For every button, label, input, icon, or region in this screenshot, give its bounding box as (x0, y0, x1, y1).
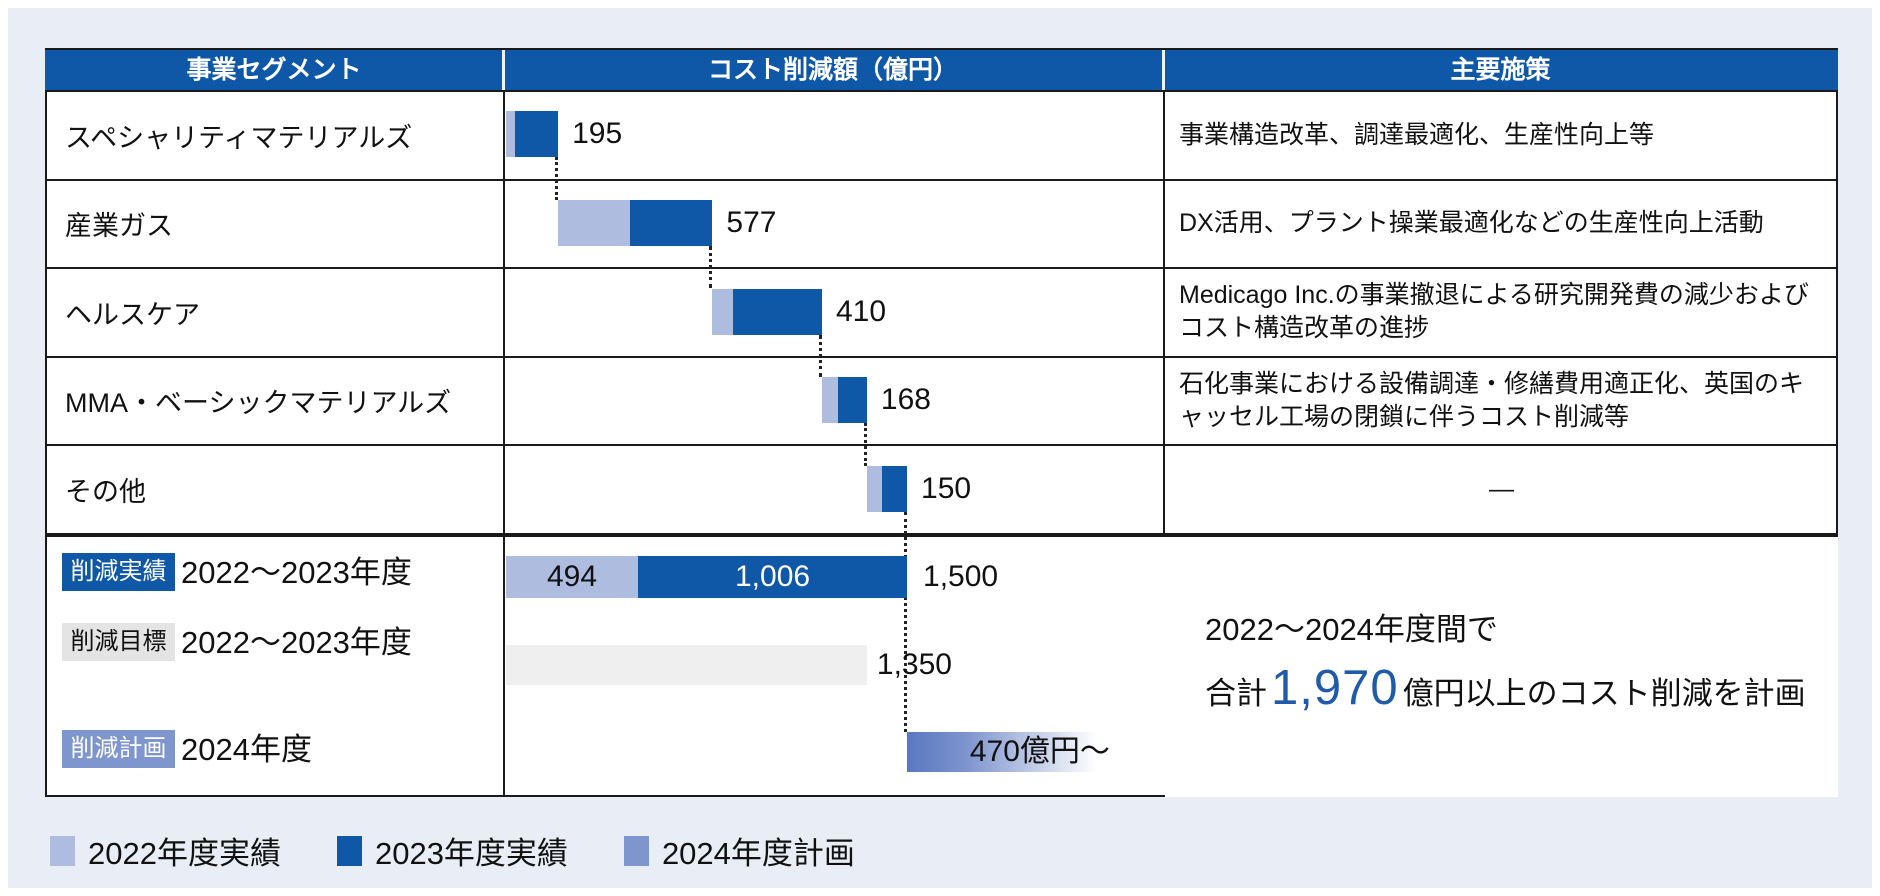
waterfall-connector (819, 334, 822, 378)
policy-text-mma-basic-materials: 石化事業における設備調達・修繕費用適正化、英国のキャッセル工場の閉鎖に伴うコスト… (1179, 369, 1805, 431)
bar-actual-fy2022-value: 494 (547, 560, 598, 593)
policy-text-specialty-materials: 事業構造改革、調達最適化、生産性向上等 (1179, 120, 1655, 149)
period-target: 2022〜2023年度 (181, 625, 412, 660)
legend-label-fy2024: 2024年度計画 (661, 836, 855, 871)
legend-label-fy2023: 2023年度実績 (374, 836, 568, 871)
table-border-right (1836, 48, 1838, 537)
bar-value-label-specialty-materials: 195 (572, 117, 623, 151)
waterfall-connector (904, 511, 908, 732)
bar-actual-fy2023-value: 1,006 (734, 560, 811, 593)
legend-item-fy2023: 2023年度実績 (336, 828, 568, 873)
column-divider-2 (1163, 90, 1165, 537)
row-divider (45, 178, 1838, 181)
bar-value-label-healthcare: 410 (836, 294, 887, 328)
bar-industrial-gases-fy2022 (558, 199, 631, 246)
bar-others-fy2023 (881, 465, 907, 512)
legend-item-fy2024: 2024年度計画 (623, 828, 855, 873)
bar-mma-basic-materials-fy2023 (837, 377, 867, 424)
legend: 2022年度実績 2023年度実績 2024年度計画 (50, 828, 855, 873)
bar-healthcare-fy2022 (712, 288, 734, 335)
segment-label-specialty-materials: スペシャリティマテリアルズ (65, 122, 413, 153)
table-border-top (45, 48, 1838, 50)
header-separator (1162, 50, 1165, 90)
bar-value-label-industrial-gases: 577 (726, 205, 777, 239)
header-separator (502, 50, 505, 90)
waterfall-connector (863, 423, 867, 466)
column-header-segment: 事業セグメント (45, 50, 503, 90)
bar-value-label-others: 150 (921, 471, 972, 505)
row-divider (45, 355, 1838, 358)
bar-actual-total-label: 1,500 (923, 560, 999, 593)
bar-target (506, 645, 867, 685)
waterfall-connector (709, 245, 713, 289)
row-divider (45, 90, 1838, 92)
legend-label-fy2022: 2022年度実績 (88, 836, 281, 871)
bar-value-label-mma-basic-materials: 168 (880, 383, 931, 417)
column-header-cost: コスト削減額（億円） (503, 50, 1163, 90)
note-suffix: 億円以上のコスト削減を計画 (1402, 676, 1806, 711)
legend-item-fy2022: 2022年度実績 (50, 828, 281, 873)
segment-label-mma-basic-materials: MMA・ベーシックマテリアルズ (65, 388, 452, 419)
bar-specialty-materials-fy2023 (514, 111, 559, 158)
badge-actual: 削減実績 (62, 553, 175, 591)
segment-label-others: その他 (65, 476, 146, 507)
bar-actual-fy2022 (506, 556, 639, 598)
legend-swatch-fy2024 (623, 835, 649, 866)
bar-healthcare-fy2023 (733, 288, 822, 335)
period-actual: 2022〜2023年度 (181, 555, 412, 590)
policy-text-others: — (1489, 474, 1514, 503)
column-divider-1 (503, 90, 505, 797)
segment-label-healthcare: ヘルスケア (65, 299, 200, 330)
total-plan-note: 2022〜2024年度間で 合計 1,970 億円以上のコスト削減を計画 (1205, 608, 1845, 716)
table-border-left (45, 48, 47, 797)
legend-swatch-fy2022 (50, 835, 75, 866)
bar-specialty-materials-fy2022 (506, 111, 515, 158)
bar-plan-fy2024 (907, 732, 1109, 772)
period-plan: 2024年度 (181, 732, 312, 767)
thick-divider (45, 533, 1838, 537)
badge-plan: 削減計画 (62, 730, 175, 768)
bar-target-label: 1,350 (876, 648, 952, 681)
table-border-bottom (45, 795, 1165, 797)
legend-swatch-fy2023 (336, 835, 362, 866)
segment-label-industrial-gases: 産業ガス (65, 211, 173, 242)
note-prefix: 合計 (1205, 676, 1267, 711)
column-header-policy: 主要施策 (1163, 50, 1838, 90)
row-divider (45, 444, 1838, 447)
bar-mma-basic-materials-fy2022 (822, 377, 838, 424)
bar-industrial-gases-fy2023 (630, 199, 713, 246)
waterfall-connector (555, 157, 559, 200)
policy-text-industrial-gases: DX活用、プラント操業最適化などの生産性向上活動 (1179, 209, 1764, 238)
note-period: 2022〜2024年度間で (1205, 612, 1498, 647)
badge-target: 削減目標 (62, 623, 175, 661)
note-total-value: 1,970 (1271, 661, 1399, 715)
waterfall-chart: 195 577 410 168 150 494 1,006 1,500 1,350 470億円〜 (506, 90, 1161, 795)
cost-reduction-table: 事業セグメント コスト削減額（億円） 主要施策 スペシャリティマテリアルズ 産業… (45, 48, 1838, 797)
row-divider (45, 267, 1838, 270)
bar-actual-fy2023 (638, 556, 907, 598)
policy-text-healthcare: Medicago Inc.の事業撤退による研究開発費の減少およびコスト構造改革の… (1179, 281, 1809, 343)
bar-others-fy2022 (866, 465, 882, 512)
bar-plan-label: 470億円〜 (969, 735, 1110, 768)
